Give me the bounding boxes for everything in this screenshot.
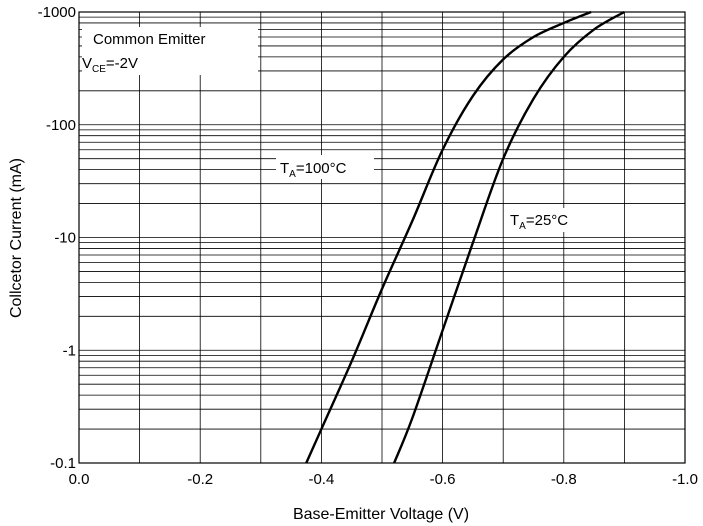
- x-tick-label: -0.4: [308, 471, 334, 488]
- series-label-25c: TA=25°C: [505, 208, 591, 232]
- x-tick-label: -1.0: [672, 471, 698, 488]
- x-tick-label: 0.0: [69, 471, 90, 488]
- series-label-100c: TA=100°C: [276, 155, 374, 180]
- series-line-25c: [393, 10, 625, 464]
- y-tick-labels: -0.1 -1 -10 -100 -1000: [38, 4, 76, 472]
- svg-text:TA=25°C: TA=25°C: [510, 212, 568, 232]
- x-tick-label: -0.8: [551, 471, 577, 488]
- x-tick-label: -0.2: [187, 471, 213, 488]
- x-tick-labels: 0.0 -0.2 -0.4 -0.6 -0.8 -1.0: [69, 471, 698, 488]
- x-axis-label: Base-Emitter Voltage (V): [293, 506, 469, 523]
- y-tick-label: -1000: [38, 4, 76, 21]
- y-tick-label: -10: [54, 230, 76, 247]
- svg-text:TA=100°C: TA=100°C: [280, 160, 347, 180]
- series-line-100c: [305, 10, 592, 464]
- curves: [305, 10, 625, 464]
- annotation-line2: VCE=-2V: [82, 55, 138, 75]
- y-tick-label: -100: [46, 117, 76, 134]
- y-axis-label: Collcetor Current (mA): [8, 158, 25, 318]
- y-tick-label: -0.1: [50, 455, 76, 472]
- x-tick-label: -0.6: [430, 471, 456, 488]
- plot-frame: [78, 11, 686, 464]
- annotation-line1: Common Emitter: [93, 31, 206, 48]
- condition-annotation: Common Emitter VCE=-2V: [82, 27, 258, 75]
- y-tick-label: -1: [63, 342, 76, 359]
- grid: [78, 12, 686, 464]
